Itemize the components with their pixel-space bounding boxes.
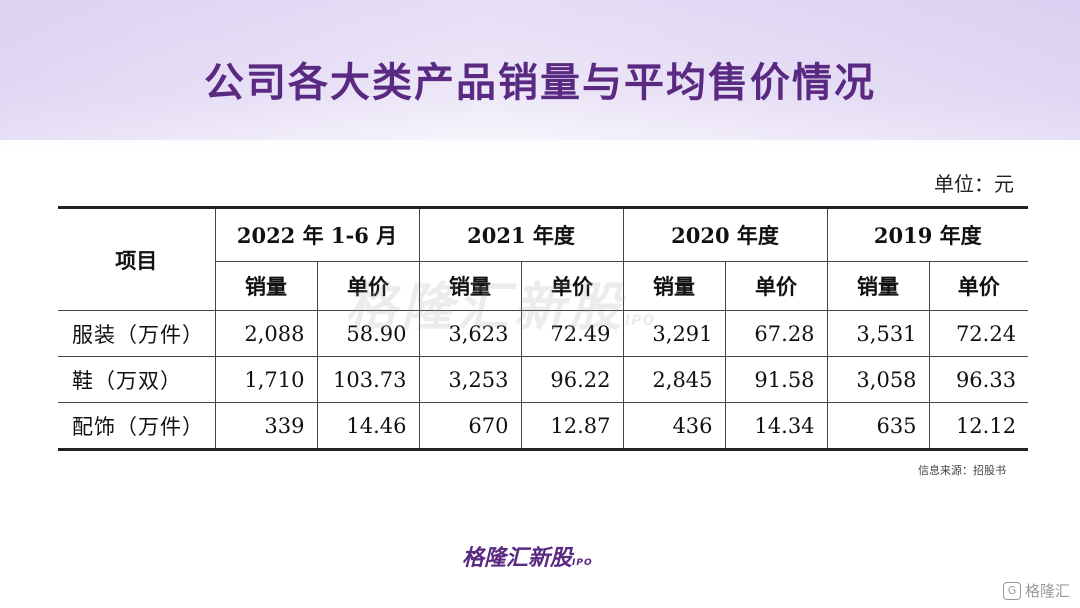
table-cell: 72.24 (928, 310, 1029, 357)
page-title: 公司各大类产品销量与平均售价情况 (204, 59, 876, 106)
corner-logo-text: 格隆汇 (1024, 582, 1070, 600)
table-cell: 14.46 (316, 402, 420, 450)
table-cell: 67.28 (724, 310, 828, 357)
table-cell: 436 (622, 402, 726, 450)
header-band (0, 0, 1080, 140)
period-header: 2020 年度 (622, 207, 828, 262)
brand-suffix: IPO (572, 558, 593, 568)
row-header-cell: 项目 (58, 207, 216, 311)
sub-header-price: 单价 (316, 261, 420, 311)
period-header: 2019 年度 (826, 207, 1029, 262)
table-cell: 1,710 (214, 356, 318, 403)
table-row: 鞋（万双） 1,710 103.73 3,253 96.22 2,845 91.… (58, 356, 1029, 403)
table-cell: 2,845 (622, 356, 726, 403)
brand-text: 格隆汇新股 (462, 546, 573, 571)
table-row: 配饰（万件） 339 14.46 670 12.87 436 14.34 635… (58, 402, 1029, 450)
table-cell: 96.22 (520, 356, 624, 403)
table-cell: 339 (214, 402, 318, 450)
sub-header-volume: 销量 (215, 261, 318, 311)
sub-header-volume: 销量 (622, 261, 726, 311)
table-cell: 91.58 (724, 356, 828, 403)
sub-header-volume: 销量 (418, 261, 522, 311)
sub-header-price: 单价 (520, 261, 624, 311)
row-label: 服装（万件） (58, 310, 216, 357)
table-cell: 103.73 (316, 356, 420, 403)
table-cell: 72.49 (520, 310, 624, 357)
corner-logo: G 格隆汇 (1002, 580, 1070, 601)
table-cell: 670 (418, 402, 522, 450)
table-cell: 3,623 (418, 310, 522, 357)
table-cell: 58.90 (316, 310, 420, 357)
row-label: 配饰（万件） (58, 402, 216, 450)
unit-label: 单位：元 (934, 172, 1014, 196)
table-cell: 2,088 (214, 310, 318, 357)
table-cell: 3,058 (826, 356, 930, 403)
brand-logo: 格隆汇新股IPO (462, 540, 593, 572)
table-cell: 3,531 (826, 310, 930, 357)
table-cell: 3,253 (418, 356, 522, 403)
table-row: 服装（万件） 2,088 58.90 3,623 72.49 3,291 67.… (58, 310, 1029, 357)
table-cell: 14.34 (724, 402, 828, 450)
row-label: 鞋（万双） (58, 356, 216, 403)
period-header: 2022 年 1-6 月 (214, 207, 420, 262)
sub-header-volume: 销量 (826, 261, 930, 311)
sub-header-price: 单价 (928, 261, 1029, 311)
table-cell: 3,291 (622, 310, 726, 357)
sub-header-price: 单价 (724, 261, 828, 311)
table-cell: 12.12 (928, 402, 1029, 450)
source-note: 信息来源：招股书 (918, 464, 1006, 477)
table-cell: 12.87 (520, 402, 624, 450)
g-logo-icon: G (1002, 581, 1021, 600)
period-header: 2021 年度 (418, 207, 624, 262)
sales-price-table: 项目 2022 年 1-6 月 2021 年度 2020 年度 2019 年度 … (58, 206, 1029, 451)
table-cell: 96.33 (928, 356, 1029, 403)
table-cell: 635 (826, 402, 930, 450)
